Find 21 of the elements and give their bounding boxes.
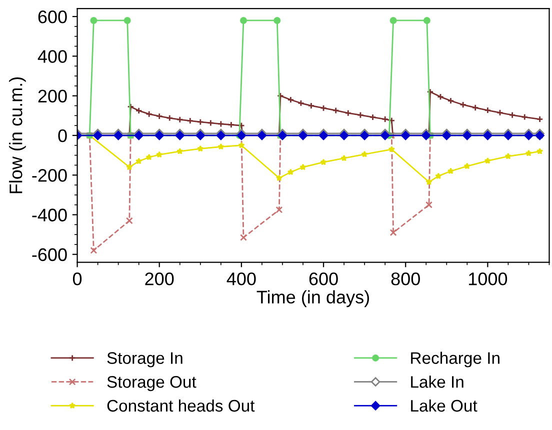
y-axis-title: Flow (in cu.m.): [9, 77, 26, 194]
x-tick-label: 600: [309, 272, 338, 286]
legend-label: Lake Out: [411, 399, 478, 412]
legend-label: Storage Out: [107, 376, 196, 392]
x-tick-label: 1000: [468, 272, 508, 286]
x-axis-title: Time (in days): [256, 290, 369, 308]
legend-label: Constant heads Out: [107, 399, 255, 412]
y-tick-label: 400: [38, 50, 67, 63]
x-tick-label: 0: [72, 272, 82, 286]
x-tick-label: 200: [145, 272, 174, 286]
legend-label: Lake In: [411, 376, 464, 388]
x-tick-label: 800: [391, 272, 420, 286]
y-tick-label: -600: [32, 248, 67, 262]
legend-label: Storage In: [107, 352, 182, 368]
y-tick-label: 200: [38, 90, 67, 103]
y-tick-label: 0: [58, 129, 67, 142]
legend-label: Recharge In: [411, 352, 500, 368]
y-tick-label: -400: [32, 208, 67, 222]
y-tick-label: -200: [32, 169, 67, 182]
x-tick-label: 400: [226, 272, 256, 286]
y-tick-label: 600: [38, 10, 67, 24]
